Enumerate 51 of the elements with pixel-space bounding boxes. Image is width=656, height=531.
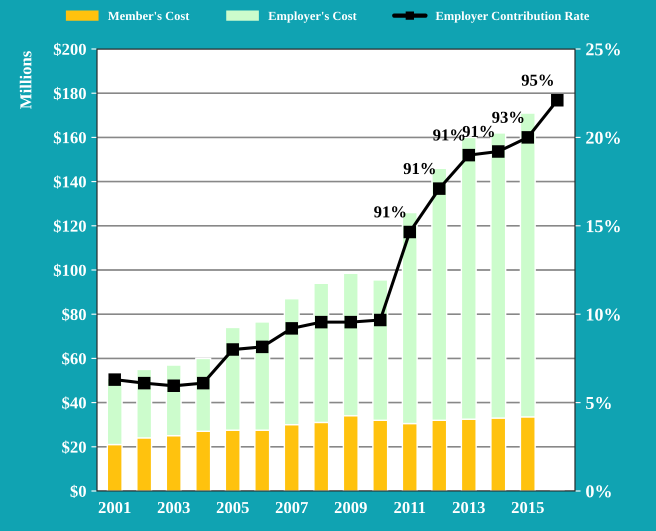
y-tick-label: $0 <box>70 484 86 498</box>
y-tick-label: $120 <box>54 220 86 233</box>
legend-label: Employer Contribution Rate <box>436 11 590 23</box>
annotation: 95% <box>522 74 553 86</box>
x-tick-label: 2001 <box>98 502 131 514</box>
x-tick-label: 2009 <box>334 502 367 514</box>
y2-tick-label: 10% <box>586 308 620 321</box>
y-tick-label: $160 <box>54 131 86 144</box>
point <box>433 182 446 195</box>
y-tick-label: $40 <box>62 396 86 410</box>
x-tick-label: 2007 <box>276 502 308 514</box>
point <box>551 94 564 107</box>
legend-label: Employer's Cost <box>268 11 357 23</box>
point <box>285 322 298 335</box>
point <box>167 380 180 392</box>
x-tick-label: 2005 <box>216 502 249 514</box>
x-tick-label: 2011 <box>394 502 426 514</box>
y-tick-label: $60 <box>62 352 86 366</box>
y2-tick-label: 20% <box>586 132 620 144</box>
point <box>522 131 534 144</box>
x-tick-label: 2015 <box>512 502 544 514</box>
point <box>196 376 210 390</box>
annotation: 93% <box>492 112 524 123</box>
point <box>256 340 268 354</box>
annotation: 91% <box>404 162 435 174</box>
y2-tick-label: 15% <box>586 220 620 232</box>
y-tick-label: $180 <box>54 86 86 100</box>
legend-label: Member's Cost <box>108 11 190 20</box>
y2-tick-label: 5% <box>586 396 611 410</box>
point <box>404 226 416 238</box>
point <box>138 376 150 390</box>
point <box>226 343 239 356</box>
y-tick-label: $200 <box>54 42 86 56</box>
annotation: 91% <box>433 129 464 141</box>
annotation: 91% <box>462 126 494 138</box>
y2-tick-label: 0% <box>586 485 611 498</box>
y-tick-label: $140 <box>54 175 86 189</box>
x-tick-label: 2003 <box>158 502 190 514</box>
y-tick-label: $100 <box>54 264 86 278</box>
point <box>462 148 476 162</box>
y2-tick-label: 25% <box>586 43 620 56</box>
point <box>344 316 358 328</box>
y-tick-label: $20 <box>62 440 86 454</box>
point <box>108 373 121 386</box>
x-tick-label: 2013 <box>452 502 485 514</box>
point <box>374 314 387 326</box>
y-axis-title: Millions <box>20 51 32 109</box>
point <box>314 316 328 328</box>
y-tick-label: $80 <box>62 308 86 322</box>
annotation: 91% <box>374 206 406 218</box>
point <box>492 145 505 158</box>
